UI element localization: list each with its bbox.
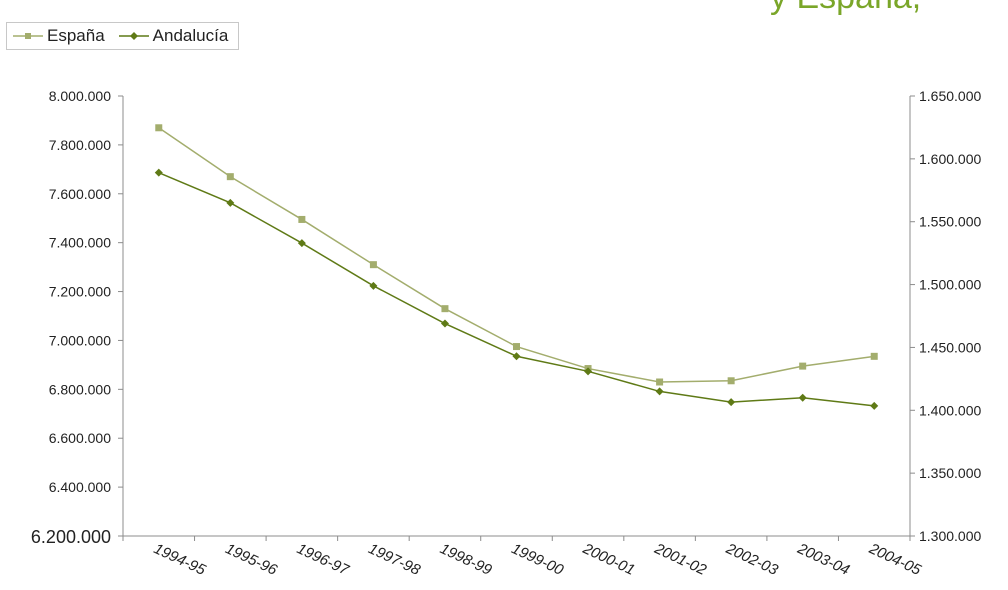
- data-point-andalucia: [798, 393, 807, 402]
- x-tick-label: 2000-01: [579, 540, 637, 579]
- left-tick-label: 6.800.000: [49, 381, 111, 397]
- right-axis-ticks: 1.650.000 1.600.000 1.550.000 1.500.000 1.45…: [910, 88, 981, 544]
- data-point-andalucia: [727, 398, 736, 407]
- data-point-andalucia: [512, 352, 521, 361]
- x-tick-label: 1999-00: [509, 540, 567, 579]
- right-tick-label: 1.550.000: [919, 214, 981, 230]
- left-tick-label: 6.400.000: [49, 479, 111, 495]
- data-point-andalucia: [655, 387, 664, 396]
- right-tick-label: 1.300.000: [919, 528, 981, 544]
- legend-swatch-andalucia: [118, 32, 149, 40]
- left-tick-label: 7.600.000: [49, 186, 111, 202]
- data-point-espana: [226, 173, 234, 181]
- left-axis-ticks: 8.000.000 7.800.000 7.600.000 7.400.000 7.20…: [31, 88, 123, 547]
- axes: [122, 96, 911, 537]
- left-tick-label: 7.000.000: [49, 332, 111, 348]
- data-point-espana: [298, 215, 306, 223]
- x-tick-label: 1997-98: [366, 540, 424, 579]
- data-point-andalucia: [870, 401, 879, 410]
- right-tick-label: 1.400.000: [919, 402, 981, 418]
- legend-label-andalucia: Andalucía: [152, 26, 229, 45]
- left-tick-label: 8.000.000: [49, 88, 111, 104]
- left-tick-label: 7.200.000: [49, 284, 111, 300]
- right-tick-label: 1.350.000: [919, 465, 981, 481]
- data-point-espana: [727, 377, 735, 385]
- right-tick-label: 1.450.000: [919, 339, 981, 355]
- data-point-espana: [155, 124, 163, 132]
- left-tick-label: 6.200.000: [31, 527, 111, 547]
- data-point-andalucia: [154, 168, 163, 177]
- data-point-espana: [799, 362, 807, 370]
- data-point-andalucia: [440, 319, 449, 328]
- data-point-andalucia: [369, 281, 378, 290]
- data-point-espana: [656, 378, 664, 386]
- left-tick-label: 6.600.000: [49, 430, 111, 446]
- x-tick-label: 2003-04: [794, 540, 852, 579]
- data-point-andalucia: [297, 239, 306, 248]
- x-tick-label: 1996-97: [294, 540, 352, 579]
- data-point-andalucia: [584, 367, 593, 376]
- x-axis-ticks: 1994-95 1995-96 1996-97 1997-98 1998-99 1999-…: [122, 536, 925, 579]
- right-tick-label: 1.500.000: [919, 277, 981, 293]
- x-tick-label: 2004-05: [866, 540, 925, 579]
- right-tick-label: 1.650.000: [919, 88, 981, 104]
- x-tick-label: 1995-96: [223, 540, 281, 579]
- data-point-espana: [870, 352, 878, 360]
- legend-label-espana: España: [47, 26, 105, 45]
- x-tick-label: 1994-95: [151, 540, 209, 579]
- x-tick-label: 2002-03: [723, 540, 782, 579]
- data-point-espana: [513, 343, 520, 351]
- series-line-andalucia: [158, 171, 875, 407]
- left-tick-label: 7.800.000: [49, 137, 111, 153]
- data-point-andalucia: [226, 198, 235, 207]
- data-point-espana: [369, 261, 377, 269]
- x-tick-label: 1998-99: [437, 540, 495, 579]
- legend-item-espana: España: [13, 26, 105, 46]
- legend: España Andalucía: [6, 22, 240, 50]
- legend-swatch-espana: [13, 33, 43, 39]
- series-group: [154, 124, 879, 410]
- chart-title: y España,: [770, 0, 921, 17]
- legend-item-andalucia: Andalucía: [118, 26, 229, 46]
- left-tick-label: 7.400.000: [49, 235, 111, 251]
- right-tick-label: 1.600.000: [919, 151, 981, 167]
- data-point-espana: [441, 305, 449, 313]
- x-tick-label: 2001-02: [651, 540, 710, 579]
